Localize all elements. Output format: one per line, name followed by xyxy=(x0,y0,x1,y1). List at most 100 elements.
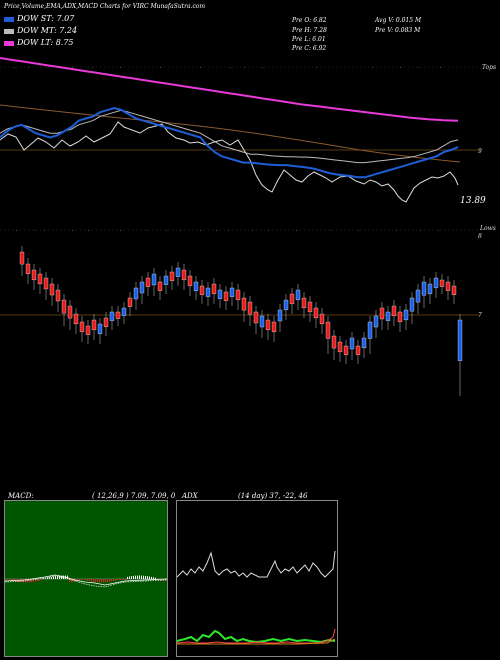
candle-body xyxy=(277,309,283,322)
last-price-label: 13.89 xyxy=(460,196,486,206)
candle-body xyxy=(373,315,379,328)
adx-white-line xyxy=(176,550,336,578)
candle-body xyxy=(259,315,265,328)
macd-bar xyxy=(29,579,30,583)
bottom-marker: · xyxy=(296,228,298,234)
macd-bar xyxy=(139,575,140,579)
top-marker: · xyxy=(28,65,30,71)
top-marker: · xyxy=(200,65,202,71)
candle-body xyxy=(49,283,55,296)
candle-body xyxy=(133,287,139,300)
macd-signal-line xyxy=(4,574,168,586)
candle-body xyxy=(427,283,433,295)
bottom-marker: · xyxy=(180,228,182,234)
macd-bar xyxy=(33,579,34,582)
adx-orange-line xyxy=(177,638,336,645)
candle-body xyxy=(139,281,145,294)
tick-marker-label: 8 xyxy=(478,233,482,240)
candle-body xyxy=(187,275,193,287)
macd-bar xyxy=(145,575,146,579)
macd-bar xyxy=(35,579,36,582)
adx-params: (14 day) 37, -22, 46 xyxy=(238,492,308,500)
price-chart: · · · · · · · · · · · · · · · · · · · · · · · · · · · · · · · · · · · · · xyxy=(0,57,480,396)
candle-body xyxy=(109,311,115,321)
legend-swatch-dow-st xyxy=(4,16,14,22)
lows-label: Lows xyxy=(480,225,496,232)
bottom-marker: · xyxy=(438,228,440,234)
top-marker: · xyxy=(160,65,162,71)
macd-bar xyxy=(143,575,144,579)
candle-body xyxy=(253,311,259,324)
top-marker: · xyxy=(400,65,402,71)
candle-body xyxy=(343,345,349,355)
macd-bar xyxy=(37,579,38,582)
bottom-marker: · xyxy=(200,228,202,234)
bottom-marker: · xyxy=(146,228,148,234)
macd-bar xyxy=(7,579,8,580)
top-marker: · xyxy=(372,65,374,71)
bottom-marker: · xyxy=(228,228,230,234)
bottom-marker: · xyxy=(216,228,218,234)
macd-bar xyxy=(103,579,104,583)
legend-swatch-dow-mt xyxy=(4,28,14,34)
candle-body xyxy=(397,311,403,323)
top-marker: · xyxy=(46,65,48,71)
macd-bar xyxy=(89,579,90,582)
candle-body xyxy=(103,317,109,327)
candle-body xyxy=(193,281,199,291)
prev-low: Pre L: 6.01 xyxy=(292,36,326,43)
macd-panel xyxy=(4,500,168,657)
bottom-marker: · xyxy=(16,228,18,234)
macd-bar xyxy=(109,579,110,582)
candle-body xyxy=(151,273,157,286)
candle-body xyxy=(229,287,235,297)
prev-close: Pre C: 6.92 xyxy=(292,45,327,52)
macd-bar xyxy=(127,576,128,579)
prev-open: Pre O: 6.82 xyxy=(292,17,327,24)
macd-bar xyxy=(39,579,40,581)
candle-body xyxy=(385,311,391,321)
legend-item-dow-lt: DOW LT: 8.75 xyxy=(4,38,77,50)
candle-body xyxy=(43,277,49,290)
candle-body xyxy=(301,297,307,309)
macd-bar xyxy=(141,575,142,579)
candle-body xyxy=(163,275,169,285)
candle-body xyxy=(37,273,43,285)
legend-label-dow-mt: DOW MT: 7.24 xyxy=(17,26,78,35)
candle-body xyxy=(439,279,445,287)
candle-body xyxy=(79,321,85,333)
candle-body xyxy=(337,341,343,353)
macd-bar xyxy=(41,579,42,581)
candle-body xyxy=(145,277,151,287)
macd-bar xyxy=(149,576,150,579)
candle-body xyxy=(325,321,331,339)
legend-item-dow-st: DOW ST: 7.07 xyxy=(4,14,77,26)
candle-body xyxy=(289,293,295,305)
macd-histogram xyxy=(7,575,166,583)
macd-bar xyxy=(95,579,96,583)
macd-bar xyxy=(153,577,154,579)
bottom-marker: · xyxy=(420,228,422,234)
macd-bar xyxy=(99,579,100,583)
level-9-label: 9 xyxy=(478,148,482,155)
top-marker: · xyxy=(230,65,232,71)
macd-bar xyxy=(71,579,72,582)
bottom-marker: · xyxy=(44,228,46,234)
candle-body xyxy=(19,251,25,265)
candle-body xyxy=(361,337,367,349)
ema-line-st xyxy=(0,106,459,179)
candle-body xyxy=(67,305,73,319)
candle-body xyxy=(199,285,205,295)
macd-bar xyxy=(93,579,94,582)
candle-body xyxy=(241,297,247,311)
ema-line-mt xyxy=(0,109,459,164)
candle-body xyxy=(391,305,397,317)
candle-body xyxy=(247,301,253,315)
candle-body xyxy=(265,319,271,331)
adx-panel xyxy=(176,500,338,657)
ema-lines xyxy=(0,57,459,179)
candle-body xyxy=(409,297,415,312)
macd-bar xyxy=(131,576,132,579)
macd-bar xyxy=(121,579,122,580)
macd-bar xyxy=(81,579,82,580)
